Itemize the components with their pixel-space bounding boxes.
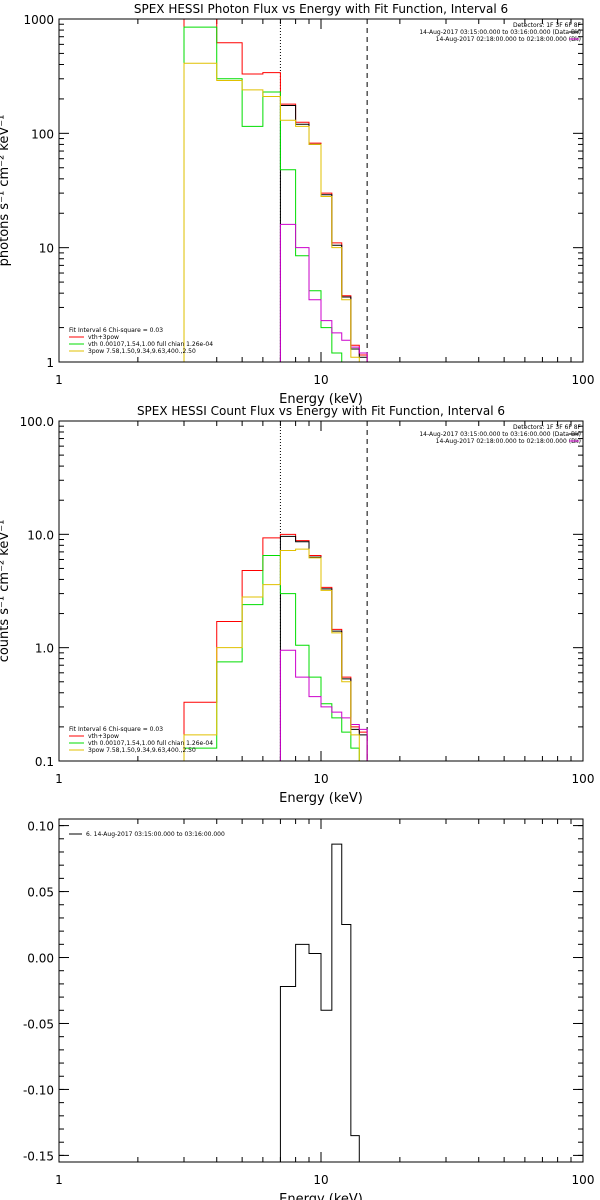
x-tick-label: 1 <box>55 373 63 387</box>
y-tick-label: 1000 <box>23 13 54 27</box>
series-line-1 <box>279 843 368 1162</box>
plot-frame <box>58 420 584 762</box>
chart-title: SPEX HESSI Photon Flux vs Energy with Fi… <box>134 2 508 16</box>
x-axis-label: Energy (keV) <box>279 791 363 806</box>
legend-header: Fit Interval 6 Chi-square = 0.03 <box>69 327 163 334</box>
x-tick-label: 10 <box>313 1173 328 1187</box>
series-line-4 <box>279 223 368 362</box>
series-group <box>279 843 368 1162</box>
legend-label: vth 0.00107,1.54,1.00 full chian 1.26e-0… <box>88 740 213 747</box>
series-group <box>183 19 368 362</box>
plot-frame <box>58 818 584 1163</box>
legend-label: 3pow 7.58,1.50,9.34,9.63,400.,2.50 <box>88 747 196 754</box>
x-tick-label: 100 <box>572 373 595 387</box>
x-tick-label: 100 <box>572 1173 595 1187</box>
chart-panel-2: SPEX HESSI Count Flux vs Energy with Fit… <box>0 404 594 806</box>
series-line-1 <box>183 533 368 761</box>
y-tick-label: 0.10 <box>27 820 54 834</box>
x-axis-label: Energy (keV) <box>279 392 363 407</box>
series-line-4 <box>279 649 368 761</box>
y-tick-label: 100 <box>31 127 54 141</box>
y-tick-label: 1 <box>46 356 54 370</box>
y-tick-label: -0.05 <box>23 1017 54 1031</box>
y-axis-label: counts s⁻¹ cm⁻² keV⁻¹ <box>0 520 12 663</box>
y-tick-label: 0.1 <box>35 755 54 769</box>
chart-title: SPEX HESSI Count Flux vs Energy with Fit… <box>137 404 505 418</box>
y-tick-label: 0.05 <box>27 886 54 900</box>
y-tick-label: 100.0 <box>20 415 54 429</box>
legend-label: vth+3pow <box>88 733 119 740</box>
y-tick-label: 1.0 <box>35 642 54 656</box>
y-tick-label: 10 <box>39 242 54 256</box>
info-line-3: 14-Aug-2017 02:18:00.000 to 02:18:00.000… <box>436 438 581 445</box>
series-line-5 <box>183 62 368 362</box>
y-tick-label: -0.10 <box>23 1083 54 1097</box>
plot-frame <box>58 18 584 363</box>
x-tick-label: 1 <box>55 772 63 786</box>
y-tick-label: 0.00 <box>27 952 54 966</box>
x-tick-label: 1 <box>55 1173 63 1187</box>
legend-header: Fit Interval 6 Chi-square = 0.03 <box>69 726 163 733</box>
info-line-2: 14-Aug-2017 03:15:00.000 to 03:16:00.000… <box>419 431 581 438</box>
x-tick-label: 100 <box>572 772 595 786</box>
y-tick-label: -0.15 <box>23 1149 54 1163</box>
legend-label: 3pow 7.58,1.50,9.34,9.63,400.,2.50 <box>88 348 196 355</box>
info-line-3: 14-Aug-2017 02:18:00.000 to 02:18:00.000… <box>436 36 581 43</box>
legend-label: vth+3pow <box>88 334 119 341</box>
x-tick-label: 10 <box>313 373 328 387</box>
info-line-1: Detectors: 1F 3F 6F 8F <box>513 22 582 29</box>
series-line-3 <box>183 26 368 362</box>
legend-label: vth 0.00107,1.54,1.00 full chian 1.26e-0… <box>88 341 213 348</box>
x-axis-label: Energy (keV) <box>279 1192 363 1200</box>
series-line-5 <box>183 548 368 761</box>
chart-panel-1: SPEX HESSI Photon Flux vs Energy with Fi… <box>0 2 594 407</box>
series-line-1 <box>183 19 368 362</box>
chart-panel-3: Energy (keV) 1 10 100 -0.15 -0.10 -0.05 0.00 0.0… <box>23 818 595 1200</box>
legend-label: 6. 14-Aug-2017 03:15:00.000 to 03:16:00.… <box>86 831 225 838</box>
x-tick-label: 10 <box>313 772 328 786</box>
series-group <box>183 533 368 761</box>
info-line-2: 14-Aug-2017 03:15:00.000 to 03:16:00.000… <box>419 29 581 36</box>
y-tick-label: 10.0 <box>27 528 54 542</box>
y-axis-label: photons s⁻¹ cm⁻² keV⁻¹ <box>0 115 12 267</box>
info-line-1: Detectors: 1F 3F 6F 8F <box>513 424 582 431</box>
series-line-3 <box>183 555 368 761</box>
series-line-2 <box>279 105 368 362</box>
